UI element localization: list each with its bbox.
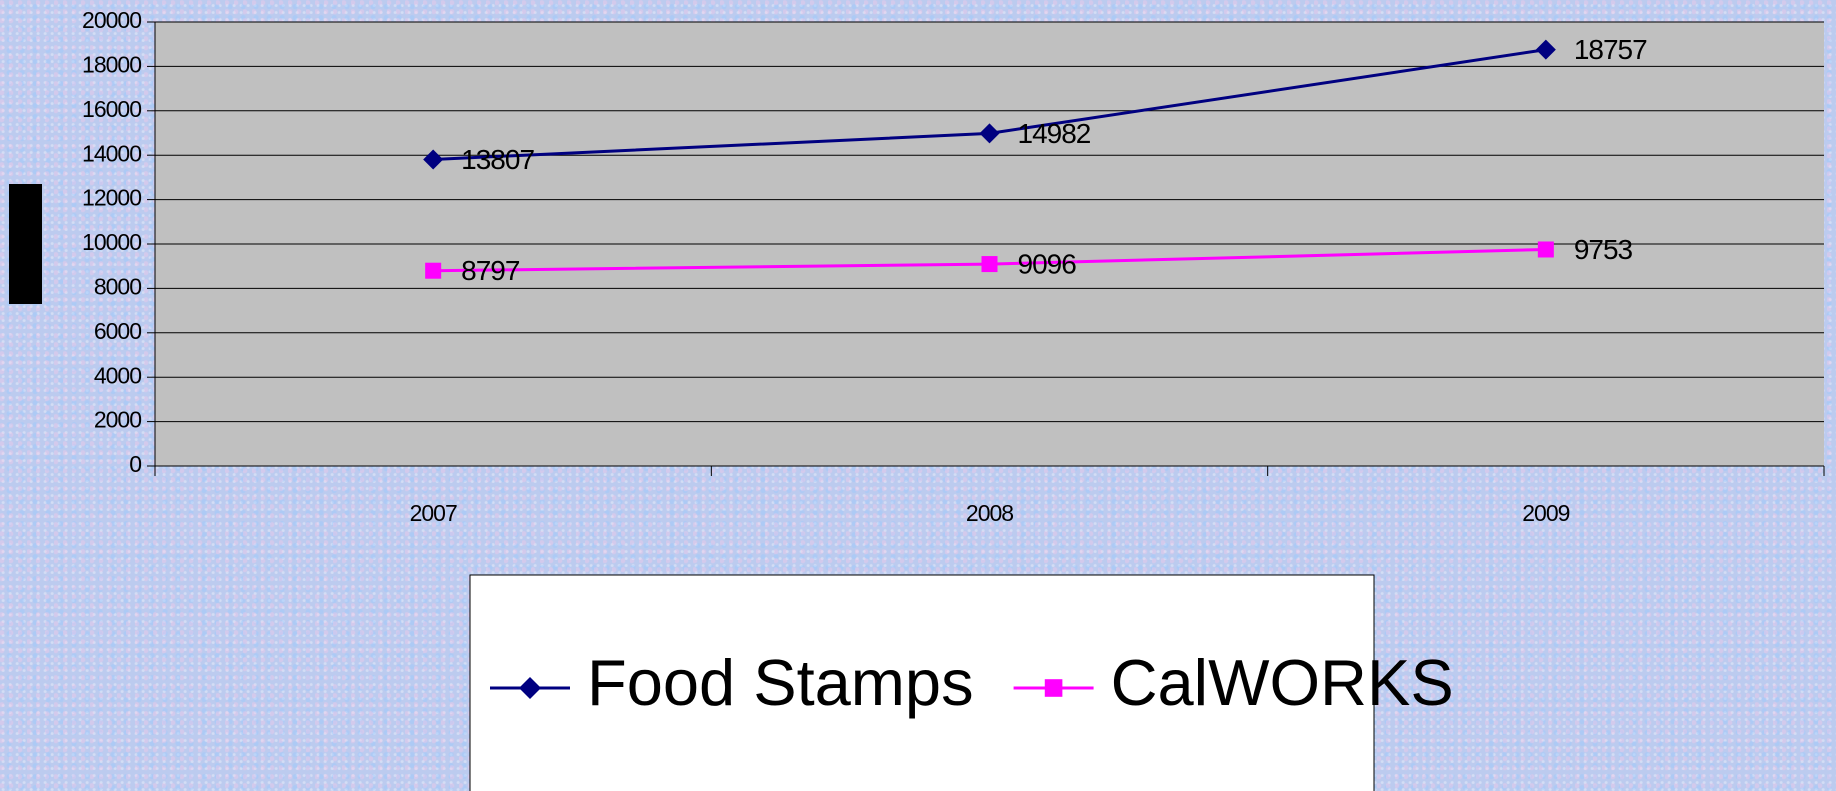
y-tick-label: 20000 xyxy=(82,7,141,33)
y-tick-label: 6000 xyxy=(94,318,141,344)
marker xyxy=(1044,679,1063,697)
data-label: 9096 xyxy=(1018,248,1077,279)
y-tick-label: 10000 xyxy=(82,229,141,255)
x-tick-label: 2008 xyxy=(966,500,1013,526)
marker xyxy=(979,123,1000,144)
data-label: 14982 xyxy=(1018,118,1091,149)
y-tick-label: 4000 xyxy=(94,362,141,388)
marker xyxy=(425,262,442,279)
legend-box xyxy=(469,574,1375,791)
y-tick-label: 18000 xyxy=(82,51,141,77)
x-tick-label: 2009 xyxy=(1522,500,1569,526)
y-tick-label: 2000 xyxy=(94,407,141,433)
data-label: 13807 xyxy=(461,144,534,175)
marker xyxy=(519,677,541,699)
y-tick-label: 16000 xyxy=(82,96,141,122)
marker xyxy=(423,149,444,170)
legend-label: Food Stamps xyxy=(587,646,974,719)
legend-label: CalWORKS xyxy=(1111,646,1454,719)
data-label: 9753 xyxy=(1574,234,1633,265)
axis-title-block xyxy=(9,184,42,304)
y-tick-label: 0 xyxy=(129,451,141,477)
data-label: 8797 xyxy=(461,255,520,286)
y-tick-label: 14000 xyxy=(82,140,141,166)
y-tick-label: 8000 xyxy=(94,273,141,299)
y-tick-label: 12000 xyxy=(82,185,141,211)
data-label: 18757 xyxy=(1574,34,1647,65)
marker xyxy=(1537,241,1554,258)
x-tick-label: 2007 xyxy=(410,500,457,526)
marker xyxy=(981,256,998,273)
marker xyxy=(1535,39,1556,60)
